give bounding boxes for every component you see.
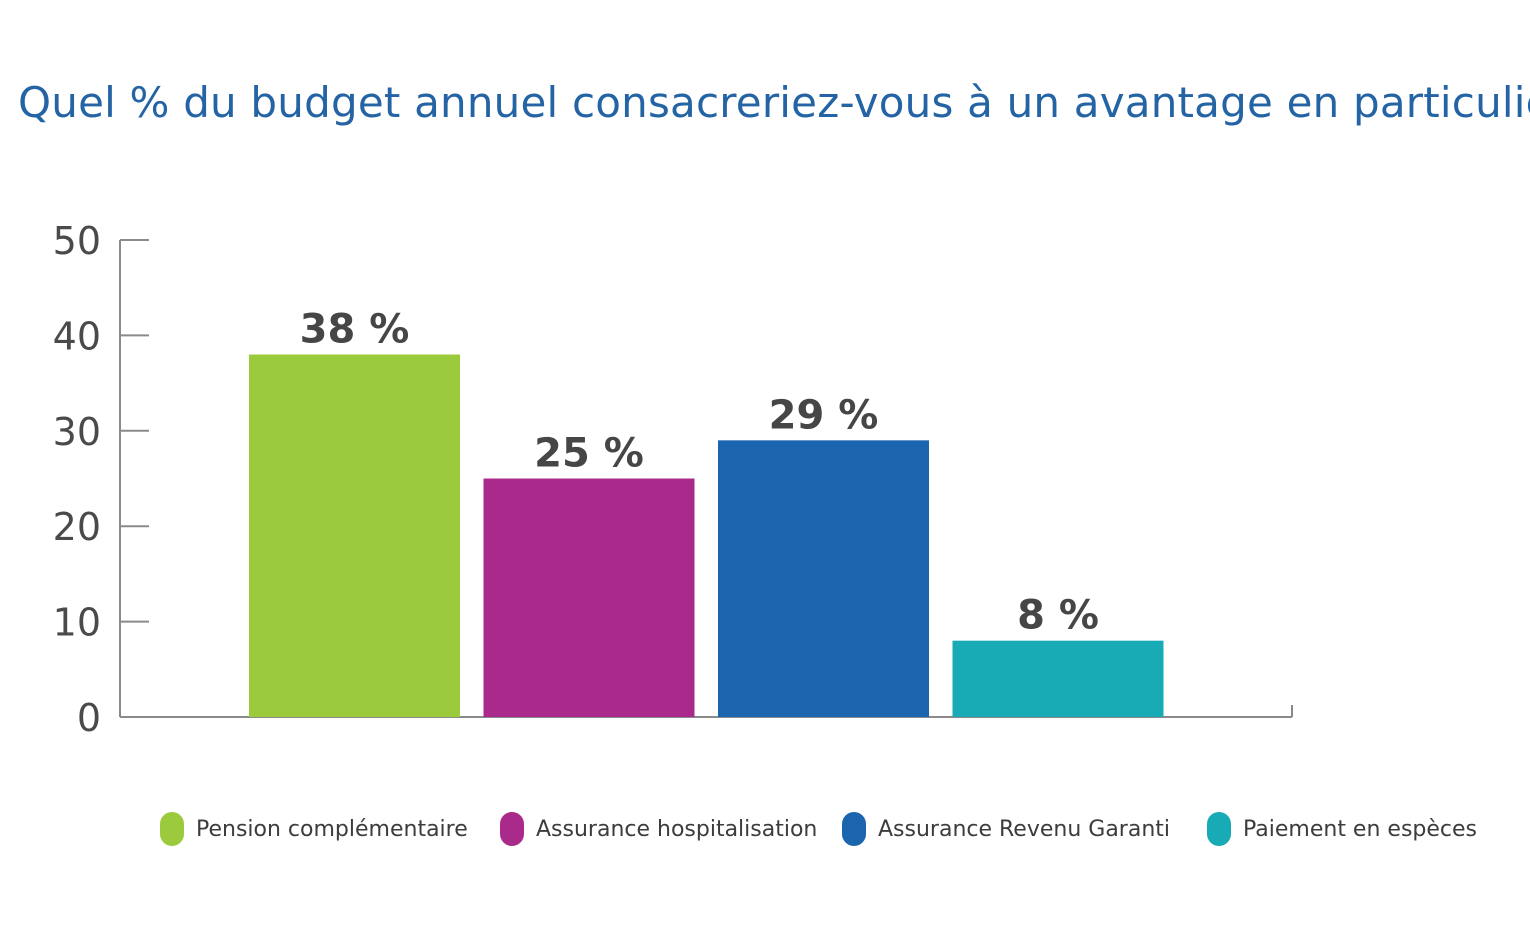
legend-item-2: Assurance hospitalisation bbox=[500, 812, 817, 846]
bar-3 bbox=[718, 440, 929, 717]
legend-label: Pension complémentaire bbox=[196, 816, 468, 842]
legend-item-1: Pension complémentaire bbox=[160, 812, 468, 846]
y-tick-label: 20 bbox=[53, 505, 101, 549]
legend-label: Assurance hospitalisation bbox=[536, 816, 818, 842]
data-label-1: 38 % bbox=[300, 306, 410, 352]
data-label-4: 8 % bbox=[1017, 593, 1099, 639]
data-label-2: 25 % bbox=[534, 431, 644, 477]
legend-swatch bbox=[1207, 812, 1231, 846]
y-tick-label: 40 bbox=[53, 314, 101, 358]
y-tick-label: 0 bbox=[77, 696, 101, 740]
bar-4 bbox=[952, 640, 1164, 717]
legend-swatch bbox=[842, 812, 866, 846]
y-tick-label: 50 bbox=[53, 219, 101, 263]
y-tick-label: 10 bbox=[53, 601, 101, 645]
legend-item-3: Assurance Revenu Garanti bbox=[842, 812, 1170, 846]
legend-label: Paiement en espèces bbox=[1243, 816, 1477, 842]
legend-label: Assurance Revenu Garanti bbox=[878, 816, 1171, 842]
legend-swatch bbox=[160, 812, 184, 846]
legend-swatch bbox=[500, 812, 524, 846]
bar-2 bbox=[483, 478, 695, 717]
chart-title: Quel % du budget annuel consacreriez-vou… bbox=[18, 78, 1530, 127]
data-label-3: 29 % bbox=[769, 392, 879, 438]
y-tick-label: 30 bbox=[53, 410, 101, 454]
legend-item-4: Paiement en espèces bbox=[1207, 812, 1477, 846]
bar-1 bbox=[249, 354, 460, 717]
